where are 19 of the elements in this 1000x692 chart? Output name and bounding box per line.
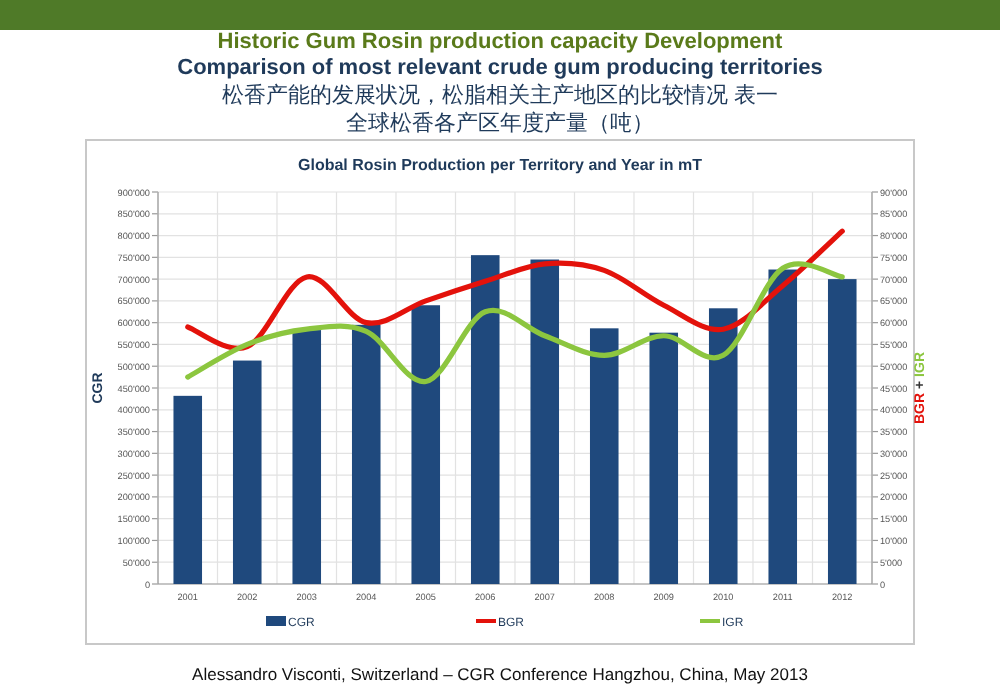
bar	[827, 279, 857, 584]
text: 松香产能的发展状况，松脂相关主产地区的比较情况 表一	[221, 82, 779, 108]
bar	[530, 259, 560, 584]
bar	[589, 328, 619, 584]
bar	[351, 324, 381, 584]
text: Alessandro Visconti, Switzerland – CGR Conference Hangzhou, China, May 2013	[192, 664, 809, 684]
bar	[232, 360, 262, 584]
bar	[708, 308, 738, 584]
bar	[649, 332, 679, 584]
line-series	[185, 228, 845, 351]
bar	[292, 330, 322, 584]
bar	[768, 269, 798, 584]
text: Historic Gum Rosin production capacity Development	[217, 30, 784, 54]
text: 全球松香各产区年度产量（吨）	[346, 110, 654, 136]
bar	[470, 255, 500, 584]
chart-title: Global Rosin Production per Territory and Year in mT	[298, 156, 703, 174]
text: Comparison of most relevant crude gum producing territories	[177, 56, 823, 80]
bar	[173, 395, 203, 584]
bar	[411, 305, 441, 584]
